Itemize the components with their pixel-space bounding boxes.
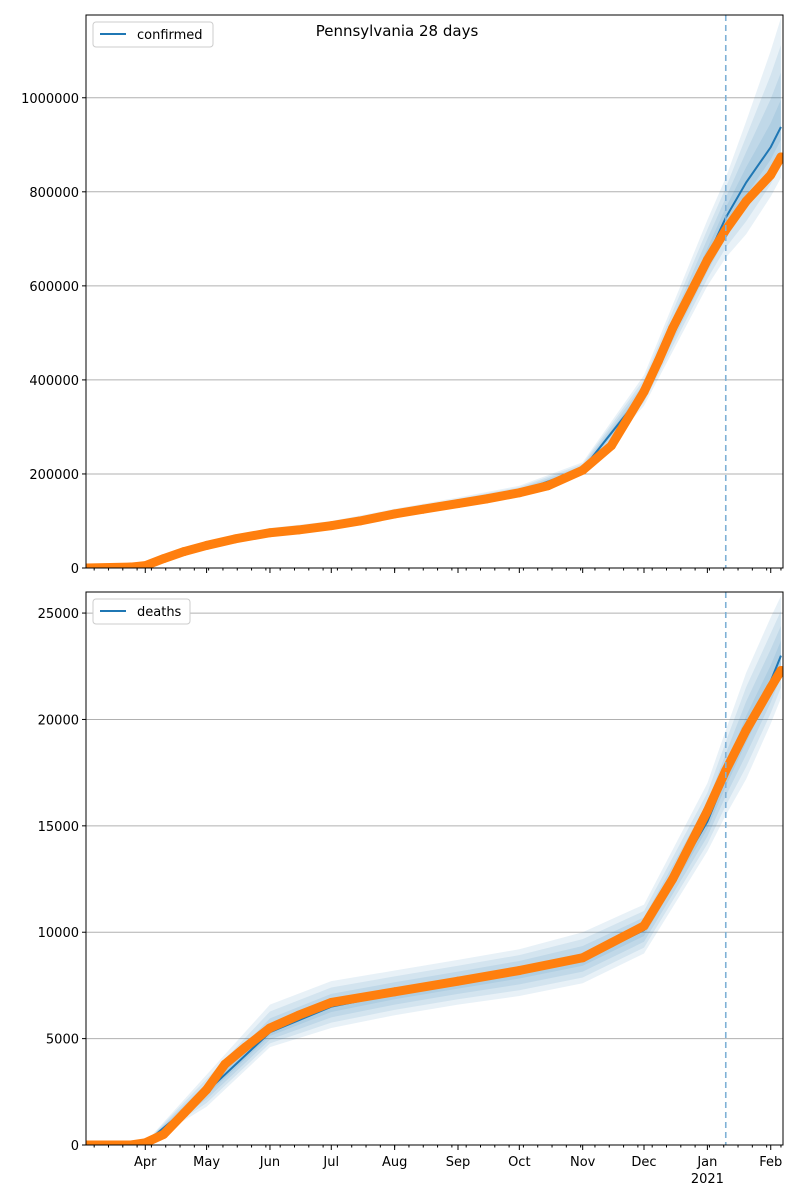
observed-point	[453, 976, 463, 986]
observed-point	[578, 465, 588, 475]
y-tick-label: 800000	[29, 186, 79, 201]
observed-point	[294, 525, 304, 535]
observed-point	[179, 547, 189, 557]
axes-frame	[85, 14, 784, 569]
y-tick-label: 0	[71, 1139, 79, 1154]
axes-frame	[85, 591, 784, 1146]
observed-point	[418, 504, 428, 514]
observed-point	[653, 356, 663, 366]
plot-area	[86, 17, 783, 568]
chart-title: Pennsylvania 28 days	[316, 22, 479, 40]
confirmed-axes: 0 200000 400000 600000 800000 1000000	[21, 14, 784, 577]
legend-box	[92, 21, 214, 48]
deaths-axes: 0 5000 10000 15000 20000 25000 Apr May Jun Jul Aug…	[38, 591, 784, 1187]
observed-point	[220, 1059, 230, 1069]
observed-point	[668, 874, 678, 884]
observed-point	[355, 516, 365, 526]
x-tick-label: Jun	[259, 1155, 280, 1170]
observed-point	[776, 666, 783, 676]
uncertainty-band	[86, 45, 781, 568]
y-tick-label: 20000	[38, 713, 79, 728]
observed-point	[202, 1085, 212, 1095]
x-tick-label: Jan	[696, 1155, 717, 1170]
observed-point	[240, 1042, 250, 1052]
plot-area	[86, 596, 783, 1145]
x-tick-label: Oct	[508, 1155, 530, 1170]
observed-point	[326, 997, 336, 1007]
observed-point	[390, 987, 400, 997]
y-tick-label: 0	[71, 562, 79, 577]
legend-label: confirmed	[137, 28, 203, 43]
uncertainty-band	[86, 17, 781, 568]
observed-point	[514, 488, 524, 498]
observed-point	[766, 170, 776, 180]
observed-point	[766, 683, 776, 693]
legend-box	[92, 598, 191, 625]
observed-point	[159, 1129, 169, 1139]
observed-point	[202, 540, 212, 550]
x-tick-label: Nov	[570, 1155, 596, 1170]
y-tick-label: 200000	[29, 468, 79, 483]
x-tick-label: Apr	[134, 1155, 157, 1170]
observed-point	[702, 255, 712, 265]
observed-point	[606, 441, 616, 451]
observed-point	[514, 966, 524, 976]
y-tick-label: 25000	[38, 607, 79, 622]
y-tick-label: 600000	[29, 280, 79, 295]
x-tick-label: Jul	[322, 1155, 339, 1170]
observed-point	[86, 563, 91, 568]
observed-point	[606, 938, 616, 948]
observed-line	[86, 666, 783, 1145]
y-tick-label: 15000	[38, 820, 79, 835]
observed-point	[140, 1138, 150, 1145]
observed-point	[639, 387, 649, 397]
observed-point	[265, 528, 275, 538]
observed-point	[741, 725, 751, 735]
observed-line	[86, 152, 783, 568]
x-tick-label: Sep	[446, 1155, 471, 1170]
legend-label: deaths	[137, 605, 182, 620]
observed-point	[702, 806, 712, 816]
observed-point	[230, 534, 240, 544]
observed-point	[140, 561, 150, 568]
observed-point	[482, 494, 492, 504]
observed-point	[86, 1140, 91, 1145]
observed-point	[776, 152, 783, 162]
y-tick-label: 5000	[46, 1033, 79, 1048]
confirmed-legend: confirmed	[92, 21, 214, 48]
observed-point	[668, 323, 678, 333]
observed-point	[721, 766, 731, 776]
observed-point	[126, 562, 136, 568]
observed-point	[294, 1010, 304, 1020]
observed-point	[265, 1023, 275, 1033]
observed-point	[578, 953, 588, 963]
observed-point	[543, 481, 553, 491]
observed-point	[639, 921, 649, 931]
x-year-label: 2021	[691, 1172, 724, 1187]
observed-point	[453, 499, 463, 509]
x-tick-label: Aug	[382, 1155, 407, 1170]
y-tick-label: 1000000	[21, 92, 79, 107]
observed-point	[126, 1140, 136, 1145]
y-tick-label: 400000	[29, 374, 79, 389]
x-tick-label: Dec	[631, 1155, 656, 1170]
observed-point	[179, 1108, 189, 1118]
y-tick-label: 10000	[38, 926, 79, 941]
deaths-legend: deaths	[92, 598, 191, 625]
observed-point	[741, 196, 751, 206]
x-tick-label: Feb	[759, 1155, 782, 1170]
observed-point	[390, 509, 400, 519]
observed-point	[159, 554, 169, 564]
x-tick-label: May	[193, 1155, 220, 1170]
uncertainty-band	[86, 625, 781, 1145]
observed-point	[326, 521, 336, 531]
